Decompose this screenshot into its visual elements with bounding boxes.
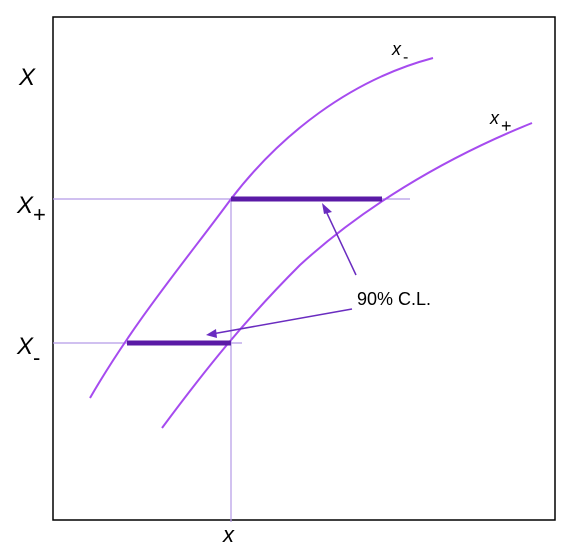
y-upper-label: X	[16, 192, 34, 219]
plot-frame	[52, 16, 556, 521]
curve-minus-subscript: -	[403, 49, 408, 66]
arrowhead-lower-icon	[206, 329, 217, 338]
curve-x-plus	[161, 122, 533, 429]
curve-plus-subscript: +	[501, 116, 512, 136]
curve-minus-label: x	[391, 39, 402, 59]
curve-x-minus	[89, 57, 434, 399]
curve-plus-label: x	[489, 108, 500, 128]
annotation-label: 90% C.L.	[357, 289, 431, 309]
arrow-to-lower-segment	[211, 308, 353, 335]
y-upper-subscript: +	[33, 202, 46, 227]
arrow-to-upper-segment	[324, 208, 357, 276]
y-lower-label: X	[16, 333, 34, 360]
y-lower-subscript: -	[33, 345, 40, 370]
x-axis-label: x	[222, 522, 235, 547]
y-axis-top-label: X	[18, 64, 36, 91]
arrowhead-upper-icon	[322, 203, 332, 214]
